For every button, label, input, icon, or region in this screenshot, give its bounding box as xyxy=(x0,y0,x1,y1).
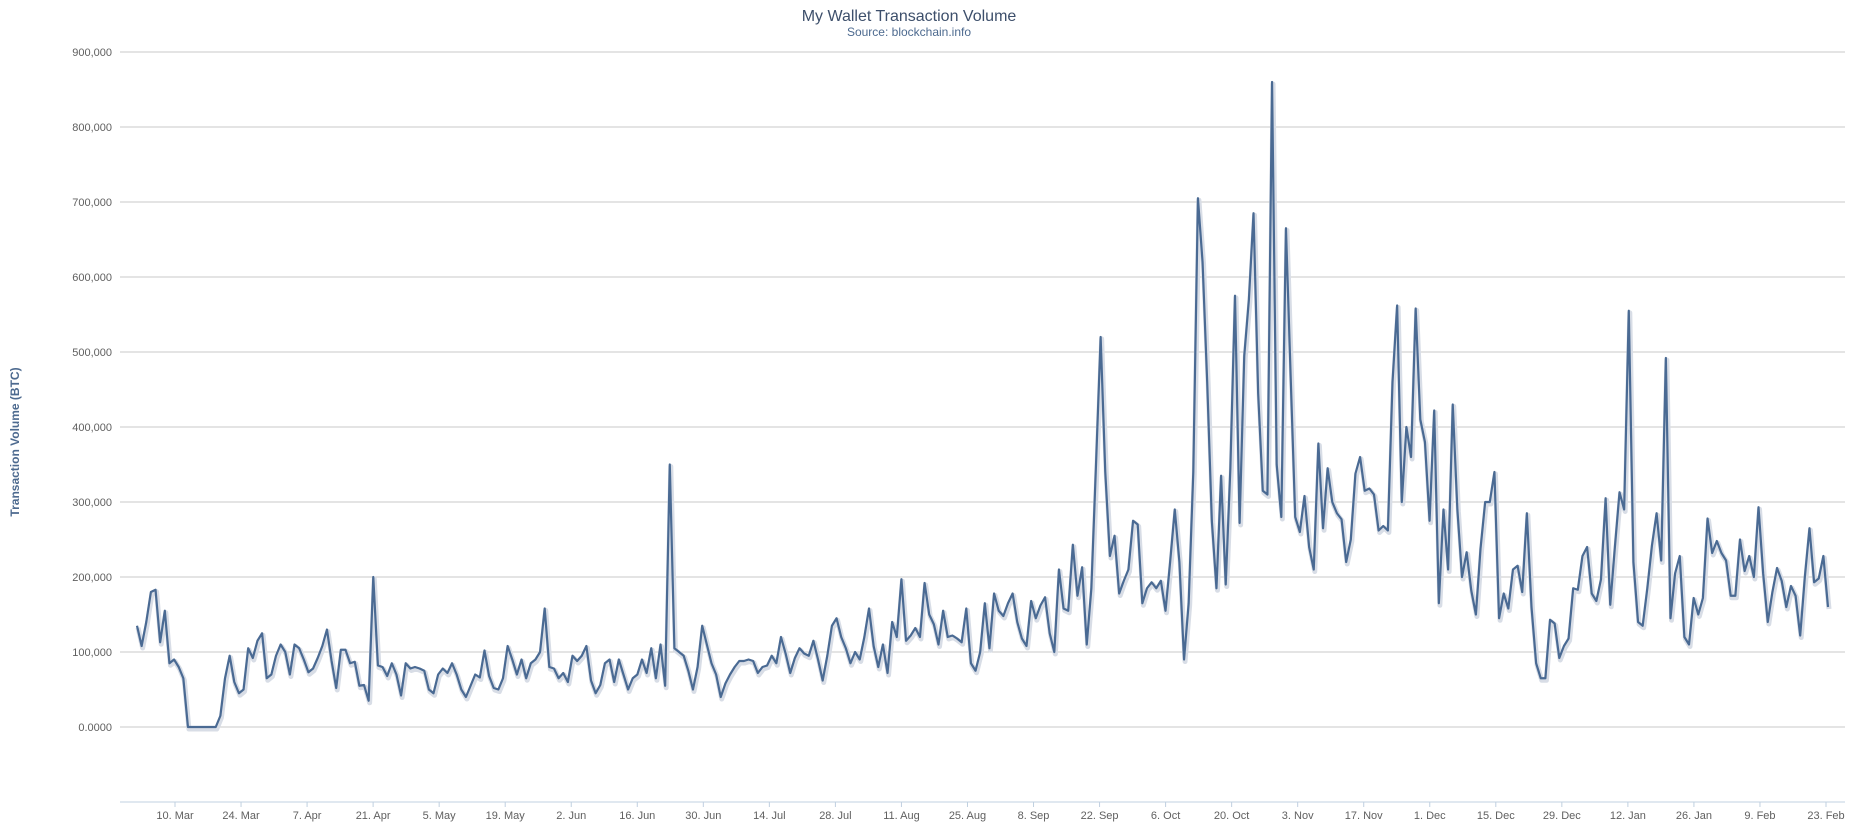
y-tick-label: 400,000 xyxy=(72,422,112,434)
x-tick-label: 22. Sep xyxy=(1081,810,1119,822)
series-layer xyxy=(135,80,1832,732)
chart-subtitle: Source: blockchain.info xyxy=(847,25,971,39)
y-axis-ticks: 0.0000 100,000 200,000 300,000 400,000 500,00… xyxy=(72,47,112,734)
chart-title: My Wallet Transaction Volume xyxy=(802,8,1017,25)
y-tick-label: 200,000 xyxy=(72,572,112,584)
x-tick-label: 3. Nov xyxy=(1282,810,1314,822)
x-axis-ticks: 10. Mar 24. Mar 7. Apr 21. Apr 5. May 19. May… xyxy=(156,802,1845,822)
x-tick-label: 7. Apr xyxy=(293,810,322,822)
y-tick-label: 100,000 xyxy=(72,647,112,659)
series-line xyxy=(135,80,1830,729)
x-tick-label: 1. Dec xyxy=(1414,810,1446,822)
x-tick-label: 29. Dec xyxy=(1543,810,1581,822)
grid-layer xyxy=(120,51,1845,803)
x-tick-label: 20. Oct xyxy=(1214,810,1249,822)
x-tick-label: 25. Aug xyxy=(949,810,986,822)
y-tick-label: 300,000 xyxy=(72,497,112,509)
y-tick-label: 700,000 xyxy=(72,197,112,209)
y-tick-label: 500,000 xyxy=(72,347,112,359)
x-tick-label: 21. Apr xyxy=(356,810,391,822)
x-tick-label: 12. Jan xyxy=(1610,810,1646,822)
x-tick-label: 30. Jun xyxy=(685,810,721,822)
x-tick-label: 14. Jul xyxy=(753,810,785,822)
x-tick-label: 19. May xyxy=(486,810,526,822)
x-tick-label: 10. Mar xyxy=(156,810,194,822)
x-tick-label: 28. Jul xyxy=(819,810,851,822)
y-tick-label: 900,000 xyxy=(72,47,112,59)
x-tick-label: 23. Feb xyxy=(1807,810,1844,822)
x-tick-label: 17. Nov xyxy=(1345,810,1383,822)
y-tick-label: 800,000 xyxy=(72,122,112,134)
y-axis-label: Transaction Volume (BTC) xyxy=(8,367,22,516)
x-tick-label: 15. Dec xyxy=(1477,810,1515,822)
y-tick-label: 0.0000 xyxy=(78,722,112,734)
x-tick-label: 2. Jun xyxy=(556,810,586,822)
x-tick-label: 6. Oct xyxy=(1151,810,1180,822)
series-line-shadow xyxy=(135,81,1832,732)
x-tick-label: 24. Mar xyxy=(222,810,260,822)
x-tick-label: 5. May xyxy=(423,810,457,822)
x-tick-label: 26. Jan xyxy=(1676,810,1712,822)
x-tick-label: 8. Sep xyxy=(1018,810,1050,822)
x-tick-label: 9. Feb xyxy=(1744,810,1775,822)
y-tick-label: 600,000 xyxy=(72,272,112,284)
x-tick-label: 11. Aug xyxy=(883,810,920,822)
x-tick-label: 16. Jun xyxy=(619,810,655,822)
